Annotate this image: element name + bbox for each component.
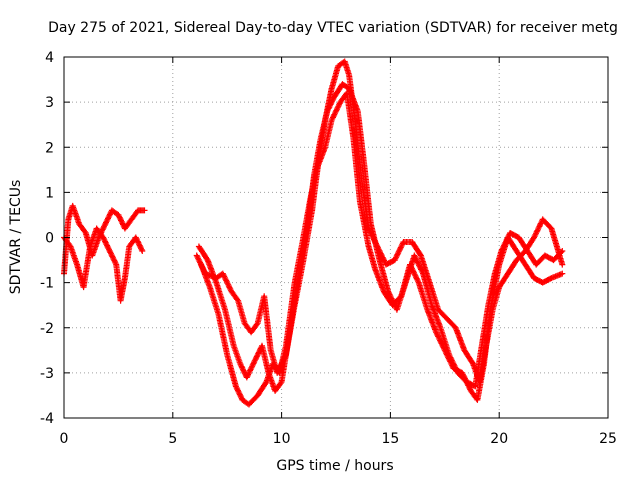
series-track-5 [198, 90, 566, 408]
axis-ticks [63, 56, 609, 419]
y-tick-label: -3 [40, 366, 54, 382]
y-tick-label: -1 [40, 276, 54, 292]
x-tick-label: 0 [60, 431, 69, 447]
chart-title: Day 275 of 2021, Sidereal Day-to-day VTE… [48, 20, 618, 36]
x-tick-label: 15 [381, 431, 399, 447]
x-axis-label: GPS time / hours [276, 458, 393, 474]
y-tick-label: 3 [45, 95, 54, 111]
y-tick-label: -2 [40, 321, 54, 337]
x-tick-label: 25 [599, 431, 617, 447]
y-tick-label: 4 [45, 50, 54, 66]
y-tick-label: 1 [45, 185, 54, 201]
x-tick-label: 10 [273, 431, 291, 447]
y-tick-label: 2 [45, 140, 54, 156]
x-tick-labels: 0 5 10 15 20 25 [60, 431, 617, 447]
y-axis-label: SDTVAR / TECUs [8, 180, 24, 295]
grid-lines [64, 57, 608, 418]
plus-markers [198, 90, 566, 408]
y-tick-labels: -4 -3 -2 -1 0 1 2 3 4 [40, 50, 54, 427]
x-tick-label: 20 [490, 431, 508, 447]
y-tick-label: 0 [45, 231, 54, 247]
y-tick-label: -4 [40, 411, 54, 427]
x-tick-label: 5 [168, 431, 177, 447]
